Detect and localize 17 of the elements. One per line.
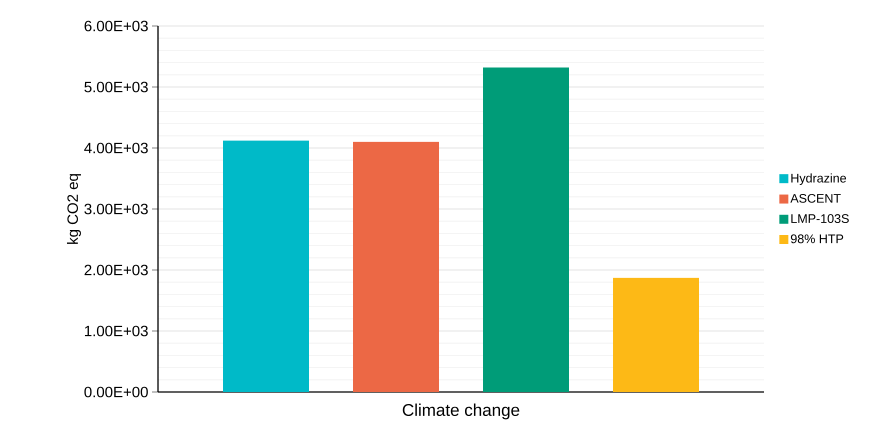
y-tick-label: 3.00E+03 [84,204,148,214]
legend-label: LMP-103S [791,214,849,224]
y-tick-label: 0.00E+00 [84,386,148,398]
bar [613,278,700,392]
y-tick-label: 6.00E+03 [84,20,148,32]
y-tick-label: 2.00E+03 [84,264,148,276]
bar [353,142,440,392]
x-tick-label: Climate change [402,404,520,420]
bar [483,67,570,392]
y-tick-label: 5.00E+03 [84,82,148,92]
y-axis-title: kg CO2 eq [66,174,81,244]
y-tick-label: 4.00E+03 [84,142,148,154]
y-tick-label: 1.00E+03 [84,326,148,336]
legend-label: Hydrazine [791,173,846,186]
legend-label: 98% HTP [790,234,844,244]
bar [223,140,310,392]
legend-label: ASCENT [790,194,841,203]
